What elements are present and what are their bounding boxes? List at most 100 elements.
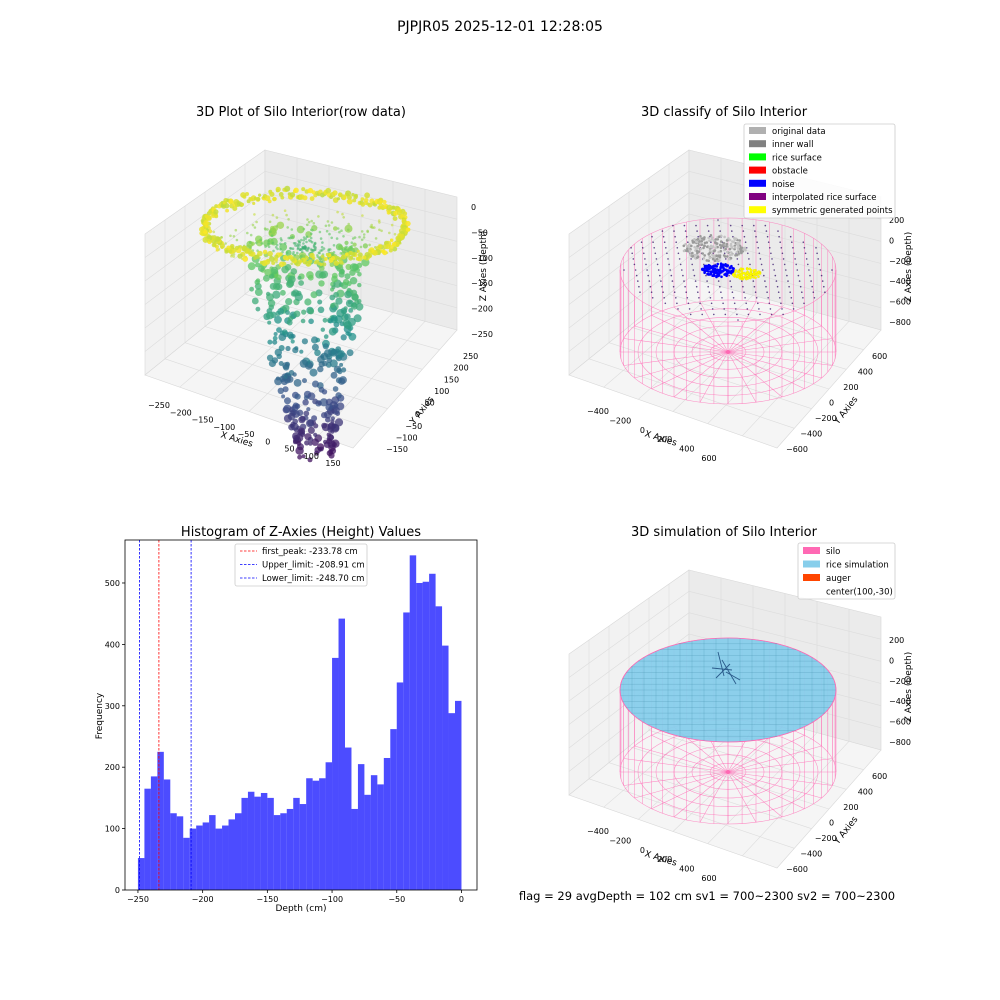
inner-wall-point: [718, 243, 722, 247]
raw-point: [312, 380, 319, 388]
raw-point: [258, 193, 262, 197]
histogram-bar: [144, 788, 151, 890]
x-tick-label: 0: [459, 895, 464, 904]
inner-wall-point: [715, 254, 718, 257]
raw-point: [307, 220, 311, 224]
interpolated-point: [743, 291, 745, 294]
raw-point: [269, 191, 275, 197]
inner-wall-point: [726, 255, 729, 258]
inner-wall-point: [696, 255, 700, 259]
y-tick-label: 200: [105, 763, 120, 772]
interpolated-point: [663, 297, 665, 299]
raw-point: [341, 367, 347, 373]
y-tick-label: 200: [843, 803, 858, 812]
raw-point: [330, 349, 338, 357]
inner-wall-point: [708, 256, 712, 260]
legend-label: interpolated rice surface: [772, 193, 877, 203]
raw-point: [299, 349, 304, 354]
interpolated-point: [760, 263, 763, 266]
raw-point: [296, 251, 299, 255]
inner-wall-point: [735, 251, 739, 254]
histogram-bar: [306, 778, 313, 890]
raw-point: [327, 224, 331, 227]
inner-wall-point: [689, 253, 692, 256]
raw-point: [330, 303, 336, 308]
interpolated-point: [673, 230, 675, 232]
histogram-bar: [209, 815, 216, 890]
interpolated-point: [637, 280, 639, 282]
inner-wall-point: [682, 244, 686, 248]
interpolated-point: [736, 313, 738, 316]
raw-point: [380, 229, 383, 233]
raw-point: [271, 261, 276, 265]
raw-point: [242, 256, 249, 262]
interpolated-point: [777, 230, 779, 232]
inner-wall-point: [708, 239, 711, 242]
raw-point: [311, 190, 316, 195]
raw-point: [256, 196, 261, 202]
noise-point: [725, 264, 729, 268]
legend-swatch: [749, 127, 766, 134]
interpolated-point: [790, 297, 793, 299]
raw-point: [356, 298, 362, 304]
interpolated-point: [759, 258, 762, 260]
raw-point: [345, 248, 349, 252]
interpolated-point: [781, 308, 783, 310]
raw-point: [199, 231, 204, 236]
inner-wall-point: [718, 254, 722, 257]
interpolated-point: [651, 235, 653, 238]
interpolated-point: [623, 269, 625, 271]
inner-wall-point: [708, 245, 711, 249]
raw-point: [378, 203, 385, 209]
y-tick-label: 0: [829, 819, 834, 828]
raw-point: [328, 232, 331, 236]
panel4-title: 3D simulation of Silo Interior: [631, 525, 818, 540]
histogram-bar: [325, 762, 333, 890]
inner-wall-point: [686, 247, 689, 251]
raw-point: [249, 286, 255, 292]
interpolated-point: [755, 235, 757, 238]
interpolated-point: [641, 247, 644, 249]
raw-point: [310, 219, 314, 223]
raw-point: [368, 243, 371, 247]
z-tick-label: −400: [889, 697, 911, 706]
raw-point: [315, 270, 324, 279]
raw-point: [287, 275, 296, 284]
raw-point: [344, 290, 352, 299]
interpolated-point: [684, 230, 687, 232]
inner-wall-point: [702, 246, 705, 250]
interpolated-point: [718, 224, 720, 227]
raw-point: [350, 241, 354, 244]
inner-wall-point: [686, 244, 690, 248]
raw-point: [282, 386, 289, 393]
interpolated-point: [781, 252, 784, 255]
raw-point: [306, 218, 309, 221]
raw-point: [307, 457, 313, 463]
raw-point: [319, 237, 323, 240]
raw-point: [321, 241, 324, 244]
symmetric-point: [732, 273, 735, 277]
raw-point: [333, 226, 338, 231]
raw-point: [347, 332, 352, 337]
raw-point: [338, 230, 341, 234]
raw-point: [199, 226, 205, 232]
symmetric-point: [738, 276, 742, 280]
x-tick-label: −150: [192, 416, 214, 425]
interpolated-point: [754, 230, 756, 232]
interpolated-point: [757, 247, 759, 249]
raw-point: [283, 242, 287, 245]
silo-bottom-spoke: [651, 734, 729, 773]
silo-bottom-spoke: [727, 325, 822, 353]
interpolated-point: [770, 252, 772, 255]
inner-wall-point: [702, 238, 705, 241]
raw-point: [310, 228, 313, 232]
raw-point: [313, 241, 317, 245]
silo-bottom-spoke: [727, 771, 822, 799]
raw-point: [303, 395, 309, 401]
interpolated-point: [764, 224, 767, 227]
raw-point: [264, 245, 267, 248]
symmetric-point: [742, 271, 746, 275]
grid-line: [144, 234, 458, 329]
raw-point: [300, 254, 303, 258]
raw-point: [405, 227, 410, 232]
